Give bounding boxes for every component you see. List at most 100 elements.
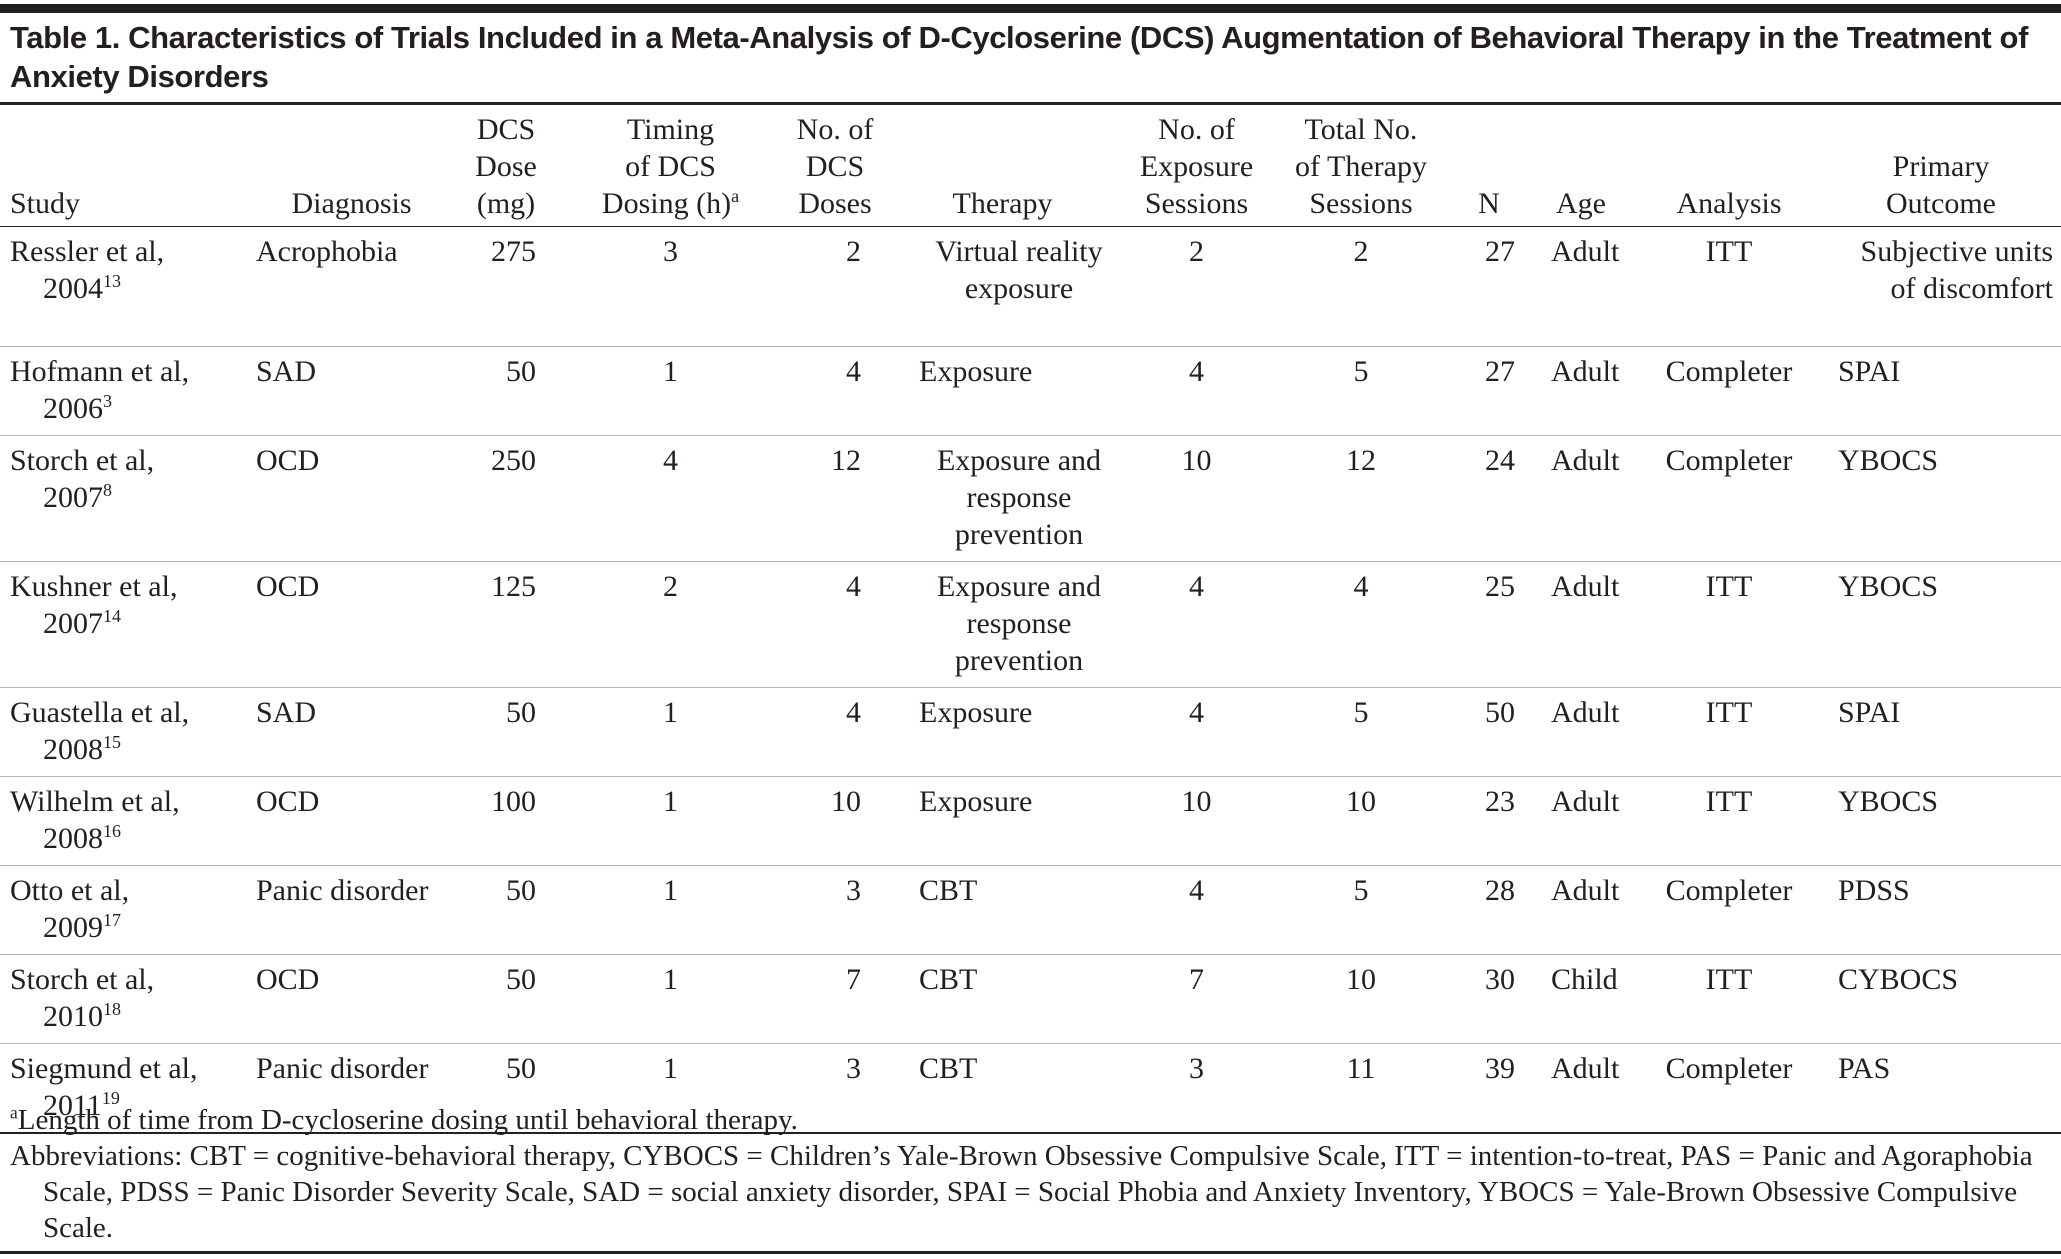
diagnosis: SAD [256,355,317,388]
table-row: Kushner et al, 200714 OCD 125 2 4 Exposure and… [0,561,2061,688]
total-sessions: 2 [1353,235,1369,268]
dose: 100 [491,785,536,818]
table-cell: Wilhelm et al, 200816 [0,776,243,866]
study-ref: 8 [103,480,112,501]
table-cell: 5 [1269,865,1453,955]
study-name: Wilhelm et al, [10,785,180,818]
study-year: 2009 [43,911,103,944]
table-cell: 50 [460,346,552,436]
header-line: DCS [476,113,536,146]
header-line: of DCS [625,150,716,183]
table-cell: 3 [789,1044,881,1134]
table-cell: 4 [1124,687,1269,777]
study-name: Ressler et al, [10,235,165,268]
table-cell: 1 [552,865,789,955]
header-line: Study [10,187,81,220]
study-year-line: 200815 [10,731,243,768]
table-cell: SPAI [1821,687,2061,777]
table-cell: ITT [1637,561,1821,688]
column-header: No. of DCS Doses [789,103,881,227]
column-header: Timing of DCS Dosing (h)a [552,103,789,227]
column-header: N [1453,103,1525,227]
analysis: ITT [1705,785,1753,818]
table-cell: Completer [1637,1044,1821,1134]
table-cell: SAD [243,687,460,777]
header-line: Diagnosis [291,187,412,220]
table-row: Storch et al, 201018 OCD 50 1 7 CBT 7 10 30 Child I… [0,954,2061,1044]
header-line: N [1478,187,1500,220]
table-cell: 27 [1453,346,1525,436]
dose: 50 [506,963,536,996]
n: 23 [1485,785,1515,818]
abbreviations: Abbreviations: CBT = cognitive-behaviora… [10,1140,2033,1244]
age: Adult [1551,874,1620,907]
table-cell: Acrophobia [243,226,460,347]
table-row: Guastella et al, 200815 SAD 50 1 4 Exposure 4 5 5… [0,687,2061,777]
analysis: ITT [1705,235,1753,268]
table-cell: Hofmann et al, 20063 [0,346,243,436]
diagnosis: OCD [256,444,320,477]
exposure-sessions: 2 [1189,235,1204,268]
age: Adult [1551,1052,1620,1085]
table-cell: Guastella et al, 200815 [0,687,243,777]
study-ref: 17 [103,910,121,931]
therapy: Exposure [919,696,1033,729]
exposure-sessions: 7 [1189,963,1204,996]
table-cell: 27 [1453,226,1525,347]
dose: 275 [491,235,536,268]
study-year: 2007 [43,481,103,514]
table-cell: Siegmund et al, 201119 [0,1044,243,1134]
exposure-sessions: 3 [1189,1052,1204,1085]
doses: 4 [846,696,861,729]
study-year: 2010 [43,1000,103,1033]
table-cell: ITT [1637,687,1821,777]
diagnosis: OCD [256,785,320,818]
diagnosis: Panic disorder [256,874,429,907]
header-line: No. of [796,113,874,146]
header-line: Analysis [1676,187,1782,220]
study-year-line: 201018 [10,998,243,1035]
table-cell: YBOCS [1821,776,2061,866]
table-cell: 4 [1124,346,1269,436]
table-cell: Storch et al, 20078 [0,435,243,562]
bottom-rule [0,1251,2061,1254]
n: 28 [1485,874,1515,907]
study-name: Hofmann et al, [10,355,190,388]
total-sessions: 5 [1353,696,1369,729]
therapy: Exposure and response prevention [936,570,1102,677]
table-cell: 30 [1453,954,1525,1044]
outcome: SPAI [1838,355,1901,388]
age: Adult [1551,444,1620,477]
table-cell: 4 [789,687,881,777]
table-cell: Adult [1525,865,1637,955]
dose: 50 [506,1052,536,1085]
table: Study Diagnosis DCS Dose (mg) Timing of DCS Dos… [0,102,2061,1134]
table-cell: 25 [1453,561,1525,688]
table-cell: 4 [1124,865,1269,955]
diagnosis: OCD [256,570,320,603]
table-cell: Adult [1525,687,1637,777]
doses: 12 [831,444,861,477]
table-cell: Adult [1525,561,1637,688]
study-year: 2004 [43,272,103,305]
exposure-sessions: 4 [1189,570,1204,603]
table-cell: OCD [243,561,460,688]
table-cell: Subjective units of discomfort [1821,226,2061,347]
therapy: Exposure [919,355,1033,388]
study-year: 2008 [43,822,103,855]
study-name: Siegmund et al, [10,1052,198,1085]
table-cell: 250 [460,435,552,562]
study-name: Storch et al, [10,444,155,477]
table-cell: OCD [243,435,460,562]
study-name: Kushner et al, [10,570,178,603]
table-cell: Child [1525,954,1637,1044]
table-cell: 50 [460,687,552,777]
table-cell: OCD [243,776,460,866]
table-cell: Exposure [881,346,1124,436]
table-cell: 5 [1269,346,1453,436]
timing: 2 [663,570,678,603]
study-ref: 18 [103,999,121,1020]
table-cell: CBT [881,954,1124,1044]
table-cell: 10 [1124,435,1269,562]
